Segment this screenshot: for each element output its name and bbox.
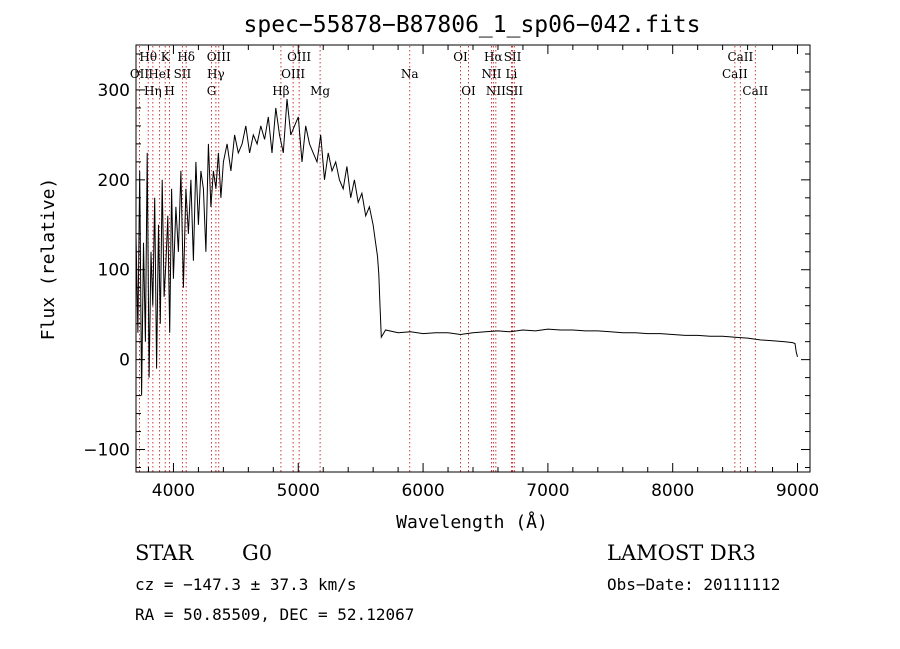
line-label-17: OI — [461, 84, 476, 98]
spectral-line-markers — [139, 46, 756, 472]
y-tick-label: 300 — [98, 81, 130, 101]
observation-date: Obs−Date: 20111112 — [607, 575, 780, 594]
line-label-2: Hη — [144, 84, 162, 98]
line-label-18: Hα — [484, 50, 503, 64]
line-label-21: SII — [504, 50, 522, 64]
line-label-6: Hδ — [177, 50, 195, 64]
line-label-1: OII — [130, 67, 150, 81]
line-label-23: SII — [505, 84, 523, 98]
object-subclass: G0 — [242, 541, 272, 565]
x-tick-label: 4000 — [152, 481, 195, 501]
survey-name: LAMOST DR3 — [607, 541, 756, 565]
coordinates: RA = 50.85509, DEC = 52.12067 — [135, 605, 414, 624]
y-tick-label: −100 — [83, 441, 130, 461]
spectrum-series-line — [135, 98, 798, 396]
line-label-24: CaII — [727, 50, 753, 64]
line-label-26: CaII — [742, 84, 768, 98]
line-label-4: HeI — [148, 67, 171, 81]
line-label-22: Li — [506, 67, 518, 81]
x-tick-label: 5000 — [277, 481, 320, 501]
y-axis-label: Flux (relative) — [38, 178, 59, 341]
y-tick-label: 200 — [98, 171, 130, 191]
x-axis-label: Wavelength (Å) — [396, 511, 548, 533]
line-label-10: G — [207, 84, 217, 98]
spectral-line-labels: Hθ OII Hη K HeI H Hδ SII OIII Hγ G Hβ OIII OIII Mg Na OI… — [130, 50, 769, 98]
x-tick-label: 8000 — [651, 481, 694, 501]
line-label-8: OIII — [207, 50, 231, 64]
line-label-13: OIII — [281, 67, 305, 81]
line-label-5: H — [164, 84, 174, 98]
y-tick-label: 100 — [98, 261, 130, 281]
line-label-16: OI — [453, 50, 468, 64]
redshift-cz: cz = −147.3 ± 37.3 km/s — [135, 575, 357, 594]
plot-frame — [135, 44, 811, 473]
line-label-15: Na — [401, 67, 419, 81]
chart-title: spec−55878−B87806_1_sp06−042.fits — [244, 12, 701, 38]
y-tick-label: 0 — [119, 351, 130, 371]
line-label-20: NII — [486, 84, 506, 98]
line-label-7: SII — [174, 67, 192, 81]
object-class: STAR — [135, 541, 194, 565]
line-label-3: K — [161, 50, 171, 64]
x-tick-label: 9000 — [776, 481, 819, 501]
line-label-9: Hγ — [207, 67, 225, 81]
line-label-19: NII — [481, 67, 501, 81]
x-axis-ticks: 4000 5000 6000 7000 8000 9000 — [147, 45, 819, 501]
line-label-0: Hθ — [139, 50, 157, 64]
y-axis-ticks: −100 0 100 200 300 — [83, 53, 810, 469]
line-label-12: OIII — [287, 50, 311, 64]
x-tick-label: 7000 — [526, 481, 569, 501]
line-label-14: Mg — [310, 84, 330, 98]
x-tick-label: 6000 — [401, 481, 444, 501]
line-label-11: Hβ — [272, 84, 289, 98]
line-label-25: CaII — [722, 67, 748, 81]
